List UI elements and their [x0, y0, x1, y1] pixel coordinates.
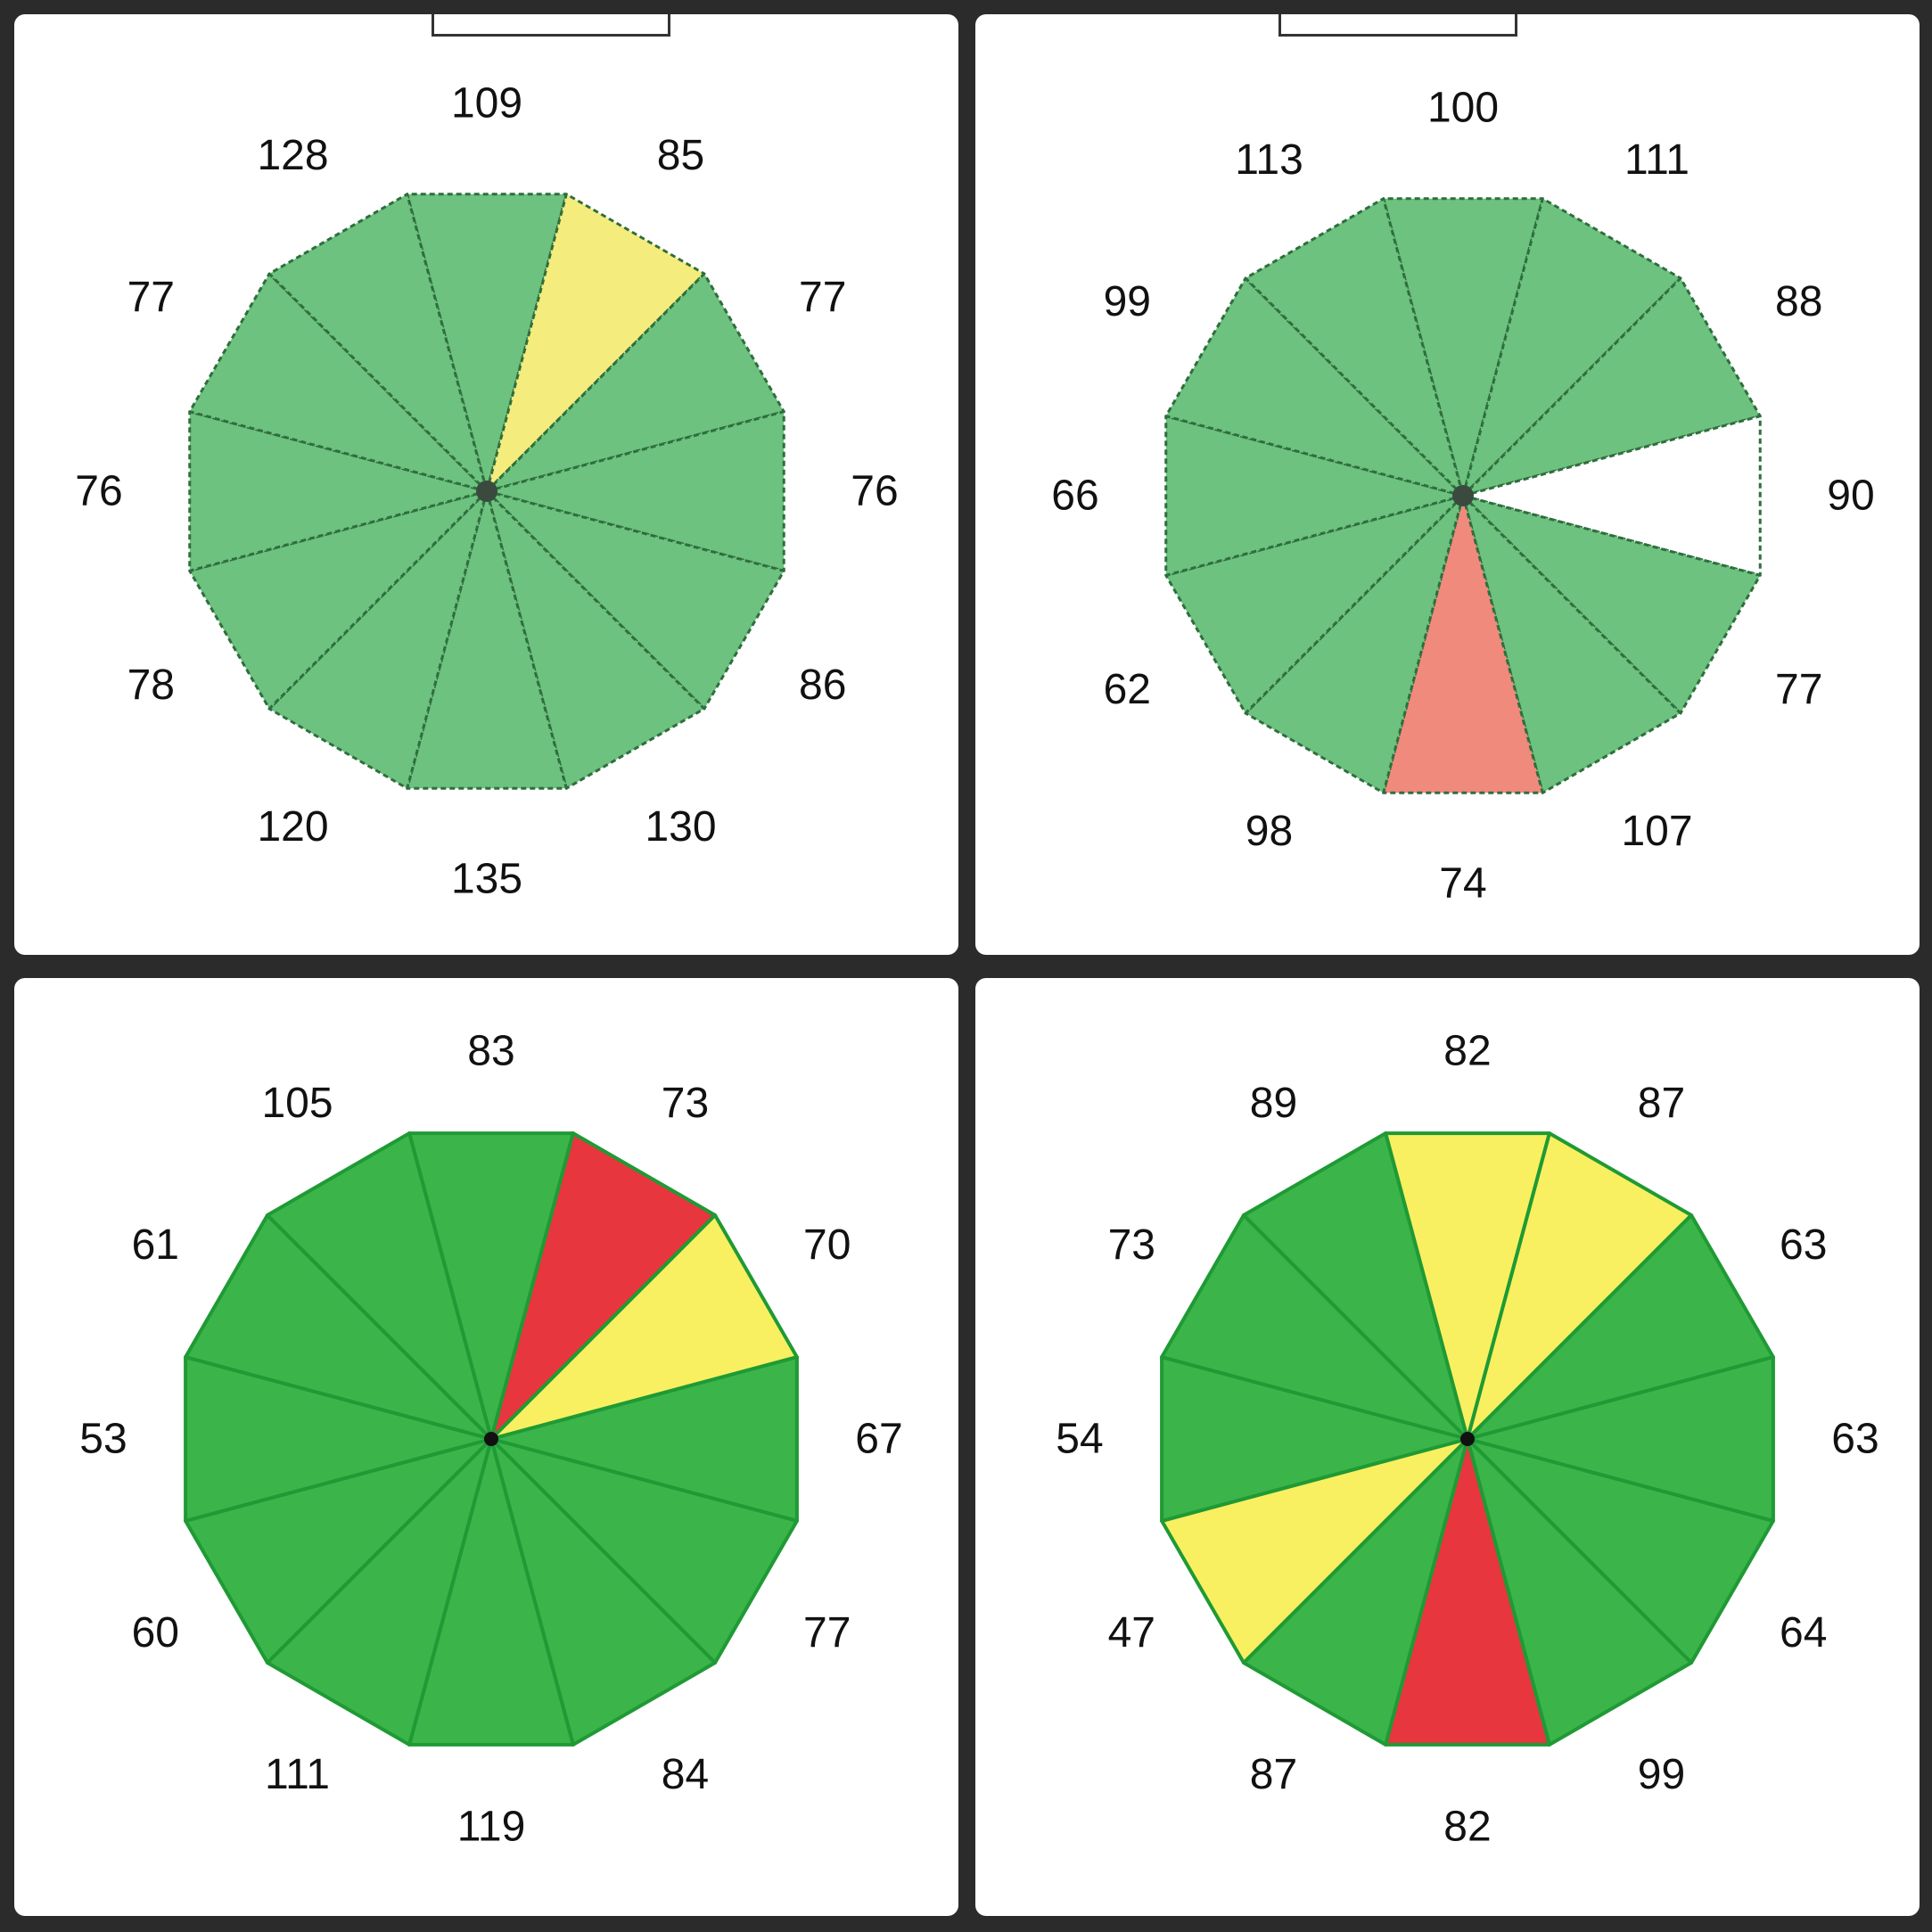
segment-value-label: 111 [1624, 136, 1689, 184]
segment-value-label: 73 [662, 1080, 709, 1127]
segment-9 [188, 489, 489, 711]
segment-8 [1244, 494, 1465, 794]
segment-value-label: 100 [1427, 85, 1499, 132]
segment-value-label: 120 [257, 803, 328, 851]
segment-8 [267, 489, 489, 790]
segment-value-label: 77 [803, 1609, 851, 1657]
segment-6 [1461, 494, 1682, 794]
segment-value-label: 62 [1104, 666, 1151, 713]
segment-3 [485, 272, 785, 493]
chart-top-left: 109 85 77 76 86 130 135 120 78 76 77 128 [75, 80, 898, 903]
segment-2 [485, 193, 706, 493]
segment-2 [1461, 197, 1682, 497]
center-marker [484, 1432, 498, 1446]
segment-12 [267, 193, 489, 493]
segment-value-label: 76 [75, 468, 122, 515]
segment-value-label: 63 [1780, 1221, 1827, 1269]
segment-value-label: 77 [1775, 666, 1822, 713]
segment-value-label: 54 [1056, 1416, 1103, 1463]
segment-value-label: 128 [257, 132, 328, 179]
segment-value-label: 66 [1051, 473, 1098, 520]
segment-3 [1461, 276, 1762, 497]
panel-top-notch [1278, 14, 1517, 37]
segment-value-label: 77 [799, 274, 846, 321]
segment-value-label: 67 [855, 1416, 902, 1463]
segment-value-label: 90 [1827, 473, 1874, 520]
segment-value-label: 99 [1104, 278, 1151, 325]
segment-value-label: 99 [1638, 1751, 1685, 1798]
segment-7 [1382, 494, 1544, 794]
segment-value-label: 63 [1831, 1416, 1879, 1463]
segment-6 [485, 489, 706, 790]
segment-value-label: 86 [799, 662, 846, 709]
segment-value-label: 53 [79, 1416, 127, 1463]
segment-value-label: 73 [1108, 1221, 1155, 1269]
chart-bottom-right: 82 87 63 63 64 99 82 87 47 54 73 89 [1056, 1028, 1879, 1851]
segment-12 [265, 1131, 493, 1441]
segment-value-label: 74 [1439, 860, 1486, 908]
segment-1 [1382, 197, 1544, 497]
segment-value-label: 64 [1780, 1609, 1827, 1657]
segment-value-label: 87 [1638, 1080, 1685, 1127]
segment-value-label: 119 [457, 1804, 526, 1851]
segment-value-label: 77 [127, 274, 175, 321]
segment-5 [1461, 494, 1762, 715]
segment-value-label: 109 [451, 80, 522, 127]
segment-10 [188, 410, 489, 572]
segment-5 [485, 489, 785, 711]
center-marker [476, 481, 497, 502]
segment-value-label: 70 [803, 1221, 851, 1269]
center-marker [1452, 485, 1474, 506]
chart-top-right: 100 111 88 90 77 107 74 98 62 66 99 113 [1051, 85, 1874, 908]
segment-value-label: 84 [662, 1751, 709, 1798]
segment-value-label: 135 [451, 856, 522, 903]
segment-value-label: 113 [1235, 136, 1303, 184]
segment-value-label: 107 [1621, 808, 1692, 855]
segment-12 [1244, 197, 1465, 497]
segment-value-label: 111 [265, 1751, 330, 1798]
segment-value-label: 82 [1443, 1804, 1491, 1851]
segment-value-label: 130 [645, 803, 716, 851]
panel-top-notch [432, 14, 670, 37]
segment-value-label: 61 [132, 1221, 179, 1269]
segment-value-label: 87 [1250, 1751, 1297, 1798]
panel-top-left: 109 85 77 76 86 130 135 120 78 76 77 128 [14, 14, 958, 955]
segment-11 [1164, 276, 1465, 497]
segment-value-label: 85 [657, 132, 704, 179]
panel-bottom-right: 82 87 63 63 64 99 82 87 47 54 73 89 [975, 978, 1920, 1916]
segment-value-label: 78 [127, 662, 175, 709]
chart-bottom-left: 83 73 70 67 77 84 119 111 60 53 61 105 [79, 1028, 902, 1851]
segment-10 [1164, 415, 1465, 577]
segment-value-label: 98 [1246, 808, 1293, 855]
segment-value-label: 83 [467, 1028, 514, 1075]
segment-12 [1241, 1131, 1469, 1441]
panel-bottom-left: 83 73 70 67 77 84 119 111 60 53 61 105 [14, 978, 958, 1916]
center-marker [1460, 1432, 1475, 1446]
segment-value-label: 82 [1443, 1028, 1491, 1075]
segment-value-label: 47 [1108, 1609, 1155, 1657]
segment-value-label: 76 [851, 468, 898, 515]
panel-top-right: 100 111 88 90 77 107 74 98 62 66 99 113 [975, 14, 1920, 955]
segment-value-label: 60 [132, 1609, 179, 1657]
segment-4 [1461, 415, 1762, 577]
segment-9 [1164, 494, 1465, 715]
segment-value-label: 88 [1775, 278, 1822, 325]
segment-7 [406, 489, 568, 790]
segment-11 [188, 272, 489, 493]
segment-value-label: 105 [261, 1080, 333, 1127]
segment-4 [485, 410, 785, 572]
segment-value-label: 89 [1250, 1080, 1297, 1127]
